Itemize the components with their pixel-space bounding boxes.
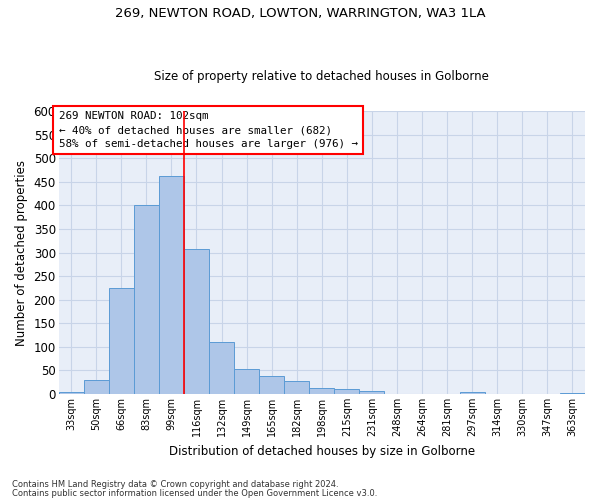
Bar xyxy=(359,390,385,394)
Bar xyxy=(159,176,184,394)
Bar xyxy=(234,368,259,394)
X-axis label: Distribution of detached houses by size in Golborne: Distribution of detached houses by size … xyxy=(169,444,475,458)
Title: Size of property relative to detached houses in Golborne: Size of property relative to detached ho… xyxy=(154,70,489,84)
Bar xyxy=(109,288,134,394)
Bar xyxy=(309,388,334,394)
Text: 269 NEWTON ROAD: 102sqm
← 40% of detached houses are smaller (682)
58% of semi-d: 269 NEWTON ROAD: 102sqm ← 40% of detache… xyxy=(59,111,358,149)
Text: Contains public sector information licensed under the Open Government Licence v3: Contains public sector information licen… xyxy=(12,490,377,498)
Bar xyxy=(209,342,234,394)
Bar xyxy=(284,381,309,394)
Bar xyxy=(334,390,359,394)
Y-axis label: Number of detached properties: Number of detached properties xyxy=(15,160,28,346)
Text: 269, NEWTON ROAD, LOWTON, WARRINGTON, WA3 1LA: 269, NEWTON ROAD, LOWTON, WARRINGTON, WA… xyxy=(115,8,485,20)
Text: Contains HM Land Registry data © Crown copyright and database right 2024.: Contains HM Land Registry data © Crown c… xyxy=(12,480,338,489)
Bar xyxy=(259,376,284,394)
Bar xyxy=(460,392,485,394)
Bar xyxy=(83,380,109,394)
Bar xyxy=(560,392,585,394)
Bar xyxy=(59,392,83,394)
Bar xyxy=(134,206,159,394)
Bar xyxy=(184,249,209,394)
